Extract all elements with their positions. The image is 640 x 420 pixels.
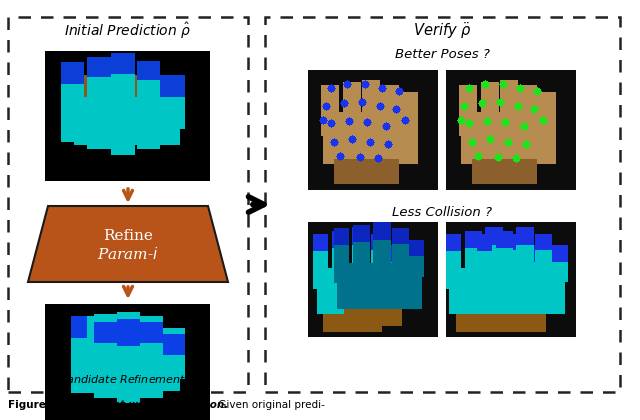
Text: Refine: Refine	[103, 229, 153, 243]
Polygon shape	[28, 206, 228, 282]
Text: Better Poses ?: Better Poses ?	[395, 48, 490, 61]
Text: Less Collision ?: Less Collision ?	[392, 205, 493, 218]
Text: Given original predi-: Given original predi-	[215, 400, 325, 410]
Text: Verify $\ddot{\rho}$: Verify $\ddot{\rho}$	[413, 21, 472, 42]
Bar	[265, 17, 620, 392]
Text: Refinement with verification.: Refinement with verification.	[58, 400, 228, 410]
Text: Candidate Refinement $\ddot{\rho}$: Candidate Refinement $\ddot{\rho}$	[60, 373, 196, 388]
Bar	[8, 17, 248, 392]
Text: Figure 3:: Figure 3:	[8, 400, 65, 410]
Text: Param-$i$: Param-$i$	[97, 246, 159, 262]
Text: Initial Prediction $\hat{\rho}$: Initial Prediction $\hat{\rho}$	[65, 21, 191, 41]
